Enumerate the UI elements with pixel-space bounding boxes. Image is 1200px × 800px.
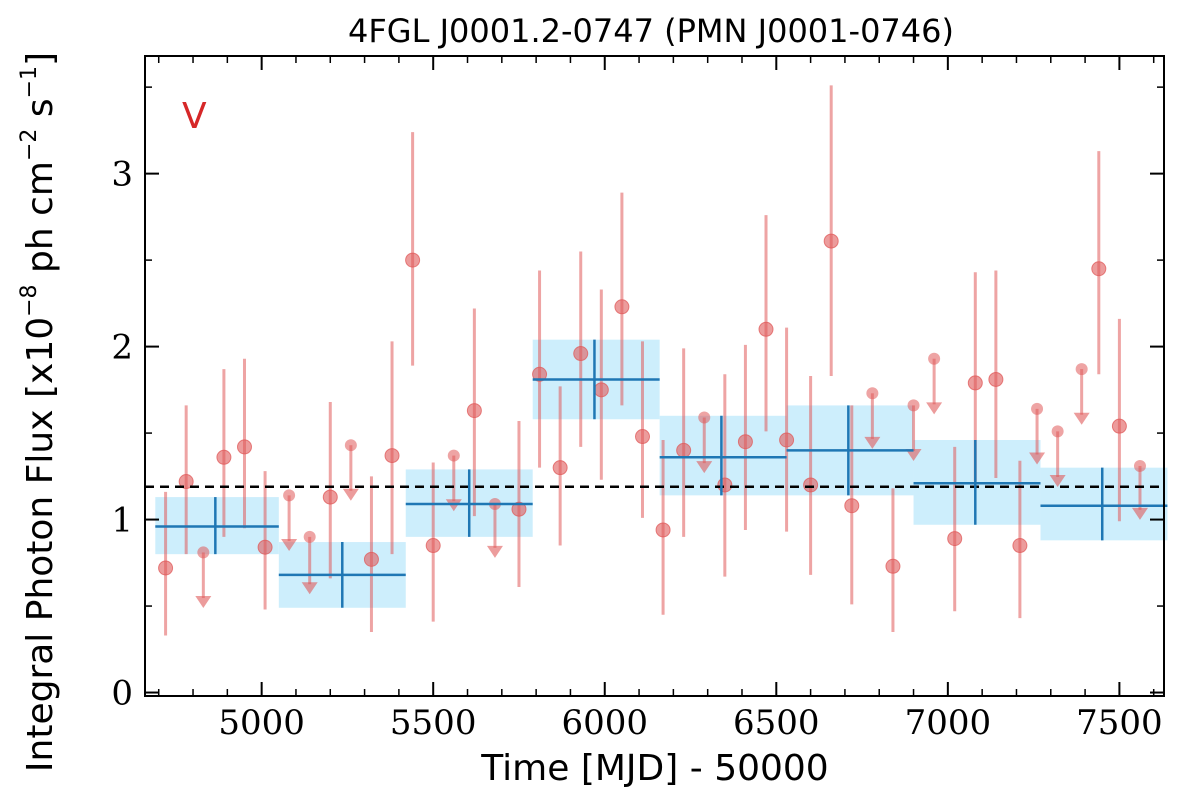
upper-limit-arrow [1029, 452, 1046, 465]
upper-limit-arrow [864, 436, 881, 449]
upper-limit-arrow [1073, 412, 1090, 425]
x-axis-label: Time [MJD] - 50000 [480, 748, 828, 789]
flux-point [1111, 418, 1127, 434]
x-tick-label: 7500 [1076, 703, 1163, 743]
upper-limit-point [1031, 402, 1044, 415]
flux-point [758, 321, 774, 337]
y-tick-label: 3 [111, 155, 133, 195]
y-tick-label: 1 [111, 501, 133, 541]
y-tick-label: 2 [111, 328, 133, 368]
flux-point [384, 448, 400, 464]
flux-point [552, 460, 568, 476]
variability-annotation: V [182, 96, 207, 137]
x-tick-label: 6500 [733, 703, 820, 743]
upper-limit-point [866, 387, 879, 400]
flux-point [257, 539, 273, 555]
axis-ticks: 5000 5500 6000 6500 7000 7500 0 1 2 3 [111, 56, 1164, 743]
flux-point [737, 434, 753, 450]
upper-limit-arrow [1131, 507, 1148, 520]
flux-point [573, 346, 589, 362]
flux-point [967, 375, 983, 391]
upper-limit-arrow [696, 461, 713, 474]
flux-point [823, 233, 839, 249]
flux-point [236, 439, 252, 455]
flux-point [466, 403, 482, 419]
flux-point [532, 366, 548, 382]
upper-limit-arrow [281, 538, 298, 551]
upper-limit-arrow [926, 402, 943, 415]
flux-point [178, 474, 194, 490]
flux-point [322, 489, 338, 505]
plot-layer [145, 85, 1168, 636]
flux-point [634, 429, 650, 445]
upper-limit-arrow [905, 449, 922, 462]
chart-title: 4FGL J0001.2-0747 (PMN J0001-0746) [348, 12, 954, 50]
flux-point [511, 501, 527, 517]
upper-limit-point [197, 546, 210, 559]
upper-limit-arrow [1049, 474, 1066, 487]
flux-point [405, 252, 421, 268]
x-tick-label: 5000 [218, 703, 305, 743]
upper-limit-point [1133, 459, 1146, 472]
flux-point [593, 382, 609, 398]
flux-point [885, 558, 901, 574]
flux-point [1012, 538, 1028, 554]
flux-point [1091, 261, 1107, 277]
flux-point [655, 522, 671, 538]
flux-point [216, 449, 232, 465]
flux-point [614, 299, 630, 315]
upper-limit-arrow [342, 488, 359, 501]
upper-limit-arrow [195, 596, 212, 609]
upper-limit-point [698, 411, 711, 424]
flux-point [717, 477, 733, 493]
upper-limit-point [907, 399, 920, 412]
upper-limit-point [447, 449, 460, 462]
flux-point [844, 498, 860, 514]
upper-limit-point [928, 352, 941, 365]
flux-point [425, 538, 441, 554]
plot-frame [144, 55, 1165, 697]
flux-point [158, 560, 174, 576]
upper-limit-point [283, 489, 296, 502]
upper-limit-point [344, 439, 357, 452]
y-tick-label: 0 [111, 674, 133, 714]
flux-point [947, 531, 963, 547]
upper-limit-arrow [486, 545, 503, 558]
upper-limit-point [303, 530, 316, 543]
flux-point [363, 551, 379, 567]
upper-limit-arrow [301, 582, 318, 595]
y-axis-label: Integral Photon Flux [x10−8 ph cm−2 s−1] [17, 52, 61, 772]
x-tick-label: 7000 [905, 703, 992, 743]
x-tick-label: 6000 [561, 703, 648, 743]
flux-point [988, 371, 1004, 387]
flux-point [676, 442, 692, 458]
upper-limit-point [1051, 425, 1064, 438]
x-tick-label: 5500 [390, 703, 477, 743]
flux-point [779, 432, 795, 448]
flux-point [803, 477, 819, 493]
upper-limit-point [1075, 363, 1088, 376]
